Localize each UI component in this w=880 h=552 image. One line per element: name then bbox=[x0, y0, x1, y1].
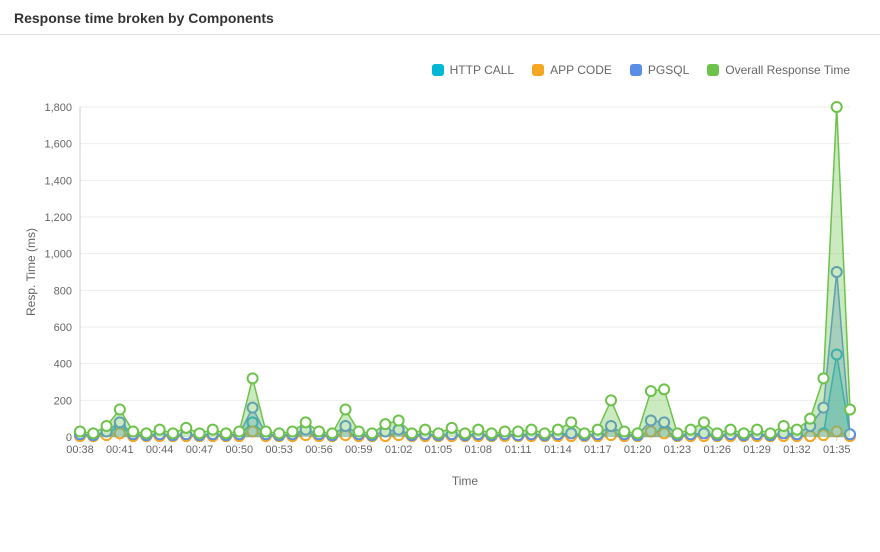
svg-text:1,200: 1,200 bbox=[44, 212, 72, 224]
svg-text:400: 400 bbox=[54, 359, 72, 371]
svg-text:01:32: 01:32 bbox=[783, 444, 811, 456]
svg-text:Resp. Time (ms): Resp. Time (ms) bbox=[24, 228, 38, 316]
svg-text:800: 800 bbox=[54, 285, 72, 297]
legend-label-pgsql: PGSQL bbox=[648, 63, 689, 77]
svg-text:01:35: 01:35 bbox=[823, 444, 851, 456]
svg-text:1,400: 1,400 bbox=[44, 175, 72, 187]
svg-text:1,000: 1,000 bbox=[44, 249, 72, 261]
legend-item-http-call[interactable]: HTTP CALL bbox=[432, 63, 514, 77]
svg-text:00:53: 00:53 bbox=[265, 444, 293, 456]
svg-text:00:44: 00:44 bbox=[146, 444, 174, 456]
legend-item-pgsql[interactable]: PGSQL bbox=[630, 63, 689, 77]
legend-swatch-pgsql bbox=[630, 64, 642, 76]
svg-text:200: 200 bbox=[54, 395, 72, 407]
legend-swatch-http-call bbox=[432, 64, 444, 76]
svg-text:00:38: 00:38 bbox=[66, 444, 94, 456]
legend-item-app-code[interactable]: APP CODE bbox=[532, 63, 612, 77]
legend-label-app-code: APP CODE bbox=[550, 63, 612, 77]
svg-text:1,800: 1,800 bbox=[44, 102, 72, 114]
svg-text:00:59: 00:59 bbox=[345, 444, 373, 456]
chart-area[interactable]: 0 200 400 600 800 1,000 1,200 1,400 1,600 1,800 00… bbox=[20, 97, 860, 497]
chart-title: Response time broken by Components bbox=[0, 0, 880, 34]
svg-text:01:23: 01:23 bbox=[664, 444, 692, 456]
legend-swatch-overall bbox=[707, 64, 719, 76]
svg-text:01:20: 01:20 bbox=[624, 444, 652, 456]
svg-text:Time: Time bbox=[452, 474, 479, 488]
svg-text:00:50: 00:50 bbox=[226, 444, 254, 456]
chart-svg: 0 200 400 600 800 1,000 1,200 1,400 1,600 1,800 00… bbox=[20, 97, 860, 497]
legend-label-overall: Overall Response Time bbox=[725, 63, 850, 77]
svg-text:01:17: 01:17 bbox=[584, 444, 612, 456]
legend-label-http-call: HTTP CALL bbox=[450, 63, 514, 77]
legend: HTTP CALL APP CODE PGSQL Overall Respons… bbox=[0, 35, 880, 77]
svg-text:01:11: 01:11 bbox=[505, 444, 532, 456]
svg-text:01:05: 01:05 bbox=[425, 444, 453, 456]
svg-text:0: 0 bbox=[66, 432, 72, 444]
svg-text:01:02: 01:02 bbox=[385, 444, 413, 456]
svg-text:600: 600 bbox=[54, 322, 72, 334]
legend-swatch-app-code bbox=[532, 64, 544, 76]
legend-item-overall[interactable]: Overall Response Time bbox=[707, 63, 850, 77]
svg-text:01:14: 01:14 bbox=[544, 444, 572, 456]
chart-panel: Response time broken by Components HTTP … bbox=[0, 0, 880, 552]
svg-text:1,600: 1,600 bbox=[44, 139, 72, 151]
svg-text:01:29: 01:29 bbox=[743, 444, 771, 456]
svg-text:00:41: 00:41 bbox=[106, 444, 134, 456]
svg-text:01:26: 01:26 bbox=[703, 444, 731, 456]
svg-text:01:08: 01:08 bbox=[465, 444, 493, 456]
svg-text:00:47: 00:47 bbox=[186, 444, 214, 456]
svg-text:00:56: 00:56 bbox=[305, 444, 333, 456]
